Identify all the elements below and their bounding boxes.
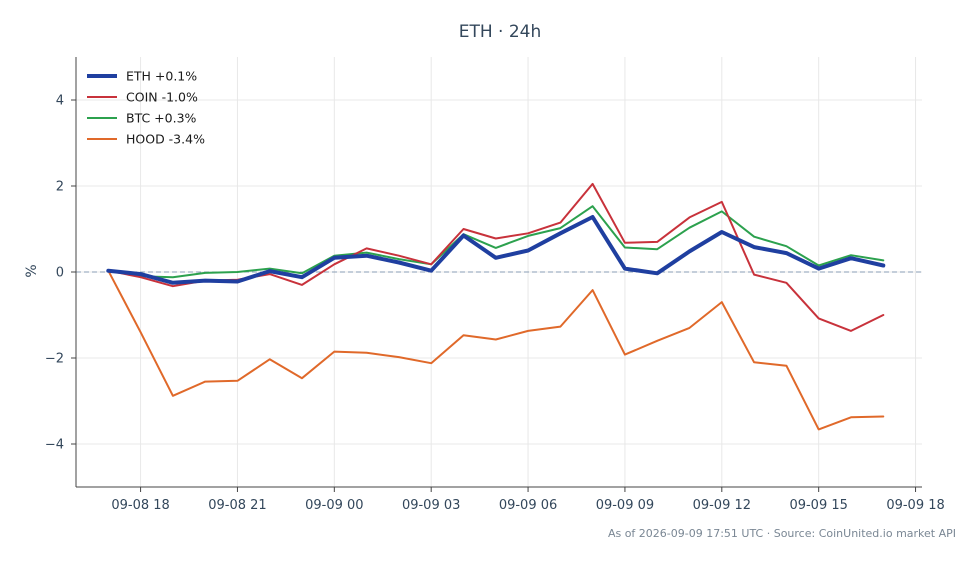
series-lines xyxy=(106,182,886,431)
x-tick-label: 09-09 03 xyxy=(402,498,460,513)
x-tick-label: 09-09 12 xyxy=(693,498,751,513)
y-tick-label: 0 xyxy=(56,266,64,281)
legend-label: ETH +0.1% xyxy=(126,69,197,84)
y-tick-label: 4 xyxy=(56,94,64,109)
legend-label: COIN -1.0% xyxy=(126,90,198,105)
x-tick-label: 09-09 15 xyxy=(789,498,847,513)
source-footer: As of 2026-09-09 17:51 UTC · Source: Coi… xyxy=(608,527,956,540)
y-axis-label: % xyxy=(24,264,40,277)
chart-title: ETH · 24h xyxy=(459,22,542,42)
legend-label: BTC +0.3% xyxy=(126,111,197,126)
y-tick-label: −4 xyxy=(45,438,64,453)
x-tick-label: 09-09 00 xyxy=(305,498,363,513)
y-tick-label: −2 xyxy=(45,352,64,367)
x-tick-label: 09-09 06 xyxy=(499,498,557,513)
x-tick-label: 09-08 21 xyxy=(208,498,266,513)
series-line-btc xyxy=(107,205,885,279)
legend: ETH +0.1% COIN -1.0% BTC +0.3% HOOD -3.4% xyxy=(87,69,205,147)
series-line-eth xyxy=(106,215,886,285)
x-tick-label: 09-08 18 xyxy=(111,498,169,513)
x-tick-label: 09-09 18 xyxy=(886,498,944,513)
legend-label: HOOD -3.4% xyxy=(126,132,205,147)
grid-layer xyxy=(76,57,922,487)
axes: −4 −2 0 2 4 09-08 18 09-08 21 09-09 00 09-09 03 0… xyxy=(45,57,945,513)
x-tick-label: 09-09 09 xyxy=(596,498,654,513)
y-tick-label: 2 xyxy=(56,180,64,195)
series-line-hood xyxy=(107,269,885,431)
